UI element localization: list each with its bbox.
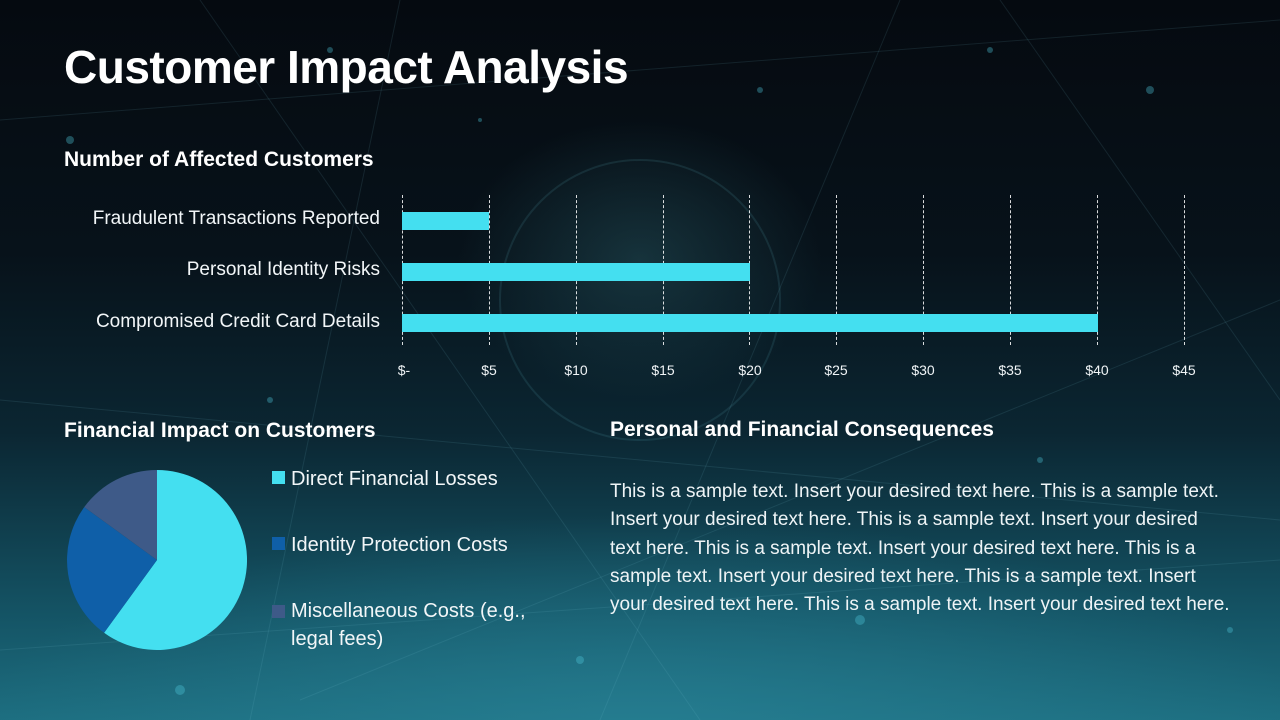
pie-slice-direct-losses: [104, 470, 247, 650]
x-tick-label: $45: [1172, 362, 1196, 378]
legend-swatch-icon: [272, 471, 285, 484]
bar-category-label: Personal Identity Risks: [186, 259, 380, 280]
x-tick-label: $5: [481, 362, 497, 378]
bar-fraudulent-transactions: [402, 212, 489, 230]
bar-chart-title: Number of Affected Customers: [64, 148, 374, 171]
gridline: [1010, 195, 1011, 345]
bar-personal-identity-risks: [402, 263, 750, 281]
legend-swatch-icon: [272, 537, 285, 550]
pie-slice-misc-costs: [84, 470, 157, 560]
x-tick-label: $40: [1085, 362, 1109, 378]
bar-category-label: Fraudulent Transactions Reported: [92, 208, 380, 229]
legend-label: Direct Financial Losses: [291, 468, 498, 490]
x-tick-label: $-: [397, 362, 411, 378]
x-tick-label: $35: [998, 362, 1022, 378]
x-tick-label: $10: [564, 362, 588, 378]
legend-item-direct-losses: Direct Financial Losses: [272, 465, 498, 493]
legend-item-misc-costs: Miscellaneous Costs (e.g., legal fees): [272, 597, 542, 653]
pie-chart: [67, 470, 247, 650]
legend-item-identity-protection: Identity Protection Costs: [272, 531, 508, 559]
x-tick-label: $15: [651, 362, 675, 378]
pie-chart-title: Financial Impact on Customers: [64, 419, 376, 442]
gridline: [1184, 195, 1185, 345]
legend-label: Identity Protection Costs: [291, 534, 508, 556]
x-tick-label: $30: [911, 362, 935, 378]
legend-label: Miscellaneous Costs (e.g., legal fees): [291, 600, 526, 650]
slide-title: Customer Impact Analysis: [64, 41, 629, 93]
pie-slice-identity-protection: [67, 507, 157, 633]
bar-compromised-credit-cards: [402, 314, 1098, 332]
bar-category-label: Compromised Credit Card Details: [95, 311, 380, 332]
legend-swatch-icon: [272, 605, 285, 618]
x-tick-label: $25: [824, 362, 848, 378]
gridline: [1097, 195, 1098, 345]
x-tick-label: $20: [738, 362, 762, 378]
gridline: [923, 195, 924, 345]
consequences-title: Personal and Financial Consequences: [610, 418, 994, 441]
gridline: [836, 195, 837, 345]
consequences-body-text: This is a sample text. Insert your desir…: [610, 481, 1230, 616]
